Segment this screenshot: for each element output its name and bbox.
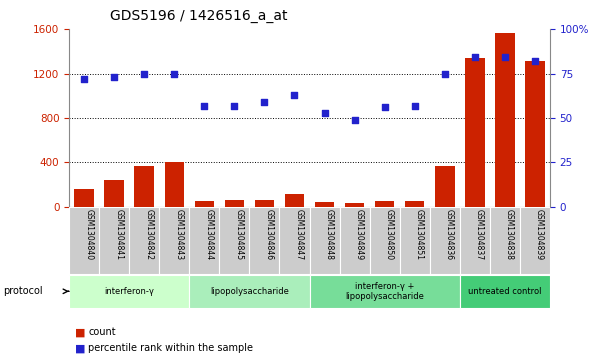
Bar [189, 207, 219, 274]
Text: GSM1304850: GSM1304850 [385, 209, 394, 260]
Text: interferon-γ +
lipopolysaccharide: interferon-γ + lipopolysaccharide [345, 282, 424, 301]
Bar [490, 207, 520, 274]
Bar [435, 166, 454, 207]
Text: GSM1304848: GSM1304848 [325, 209, 334, 260]
Bar [405, 201, 424, 207]
Point [290, 92, 299, 98]
Bar [495, 33, 514, 207]
Bar [99, 207, 129, 274]
Bar [400, 207, 430, 274]
Bar [75, 188, 94, 207]
Point [200, 103, 209, 109]
Text: GSM1304838: GSM1304838 [505, 209, 514, 260]
Bar [279, 207, 310, 274]
Point [230, 103, 239, 109]
Point [320, 110, 329, 115]
Text: GSM1304836: GSM1304836 [445, 209, 454, 260]
Point [440, 70, 450, 77]
Text: GSM1304839: GSM1304839 [535, 209, 544, 260]
Text: GSM1304847: GSM1304847 [294, 209, 304, 260]
Text: GSM1304846: GSM1304846 [264, 209, 273, 260]
Point [169, 70, 179, 77]
Bar [345, 203, 364, 207]
Bar [165, 163, 184, 207]
Bar [460, 275, 550, 308]
Bar [159, 207, 189, 274]
Point [530, 58, 540, 64]
Text: GSM1304841: GSM1304841 [114, 209, 123, 260]
Text: GDS5196 / 1426516_a_at: GDS5196 / 1426516_a_at [109, 9, 287, 23]
Bar [189, 275, 310, 308]
Point [500, 54, 510, 60]
Bar [69, 275, 189, 308]
Bar [375, 201, 394, 207]
Bar [285, 194, 304, 207]
Point [410, 103, 419, 109]
Bar [69, 207, 99, 274]
Bar [525, 61, 545, 207]
Bar [520, 207, 550, 274]
Bar [195, 201, 214, 207]
Point [139, 70, 149, 77]
Text: GSM1304840: GSM1304840 [84, 209, 93, 260]
Text: percentile rank within the sample: percentile rank within the sample [88, 343, 254, 354]
Text: count: count [88, 327, 116, 337]
Bar [255, 200, 274, 207]
Bar [105, 180, 124, 207]
Point [350, 117, 359, 123]
Bar [225, 200, 244, 207]
Bar [315, 203, 334, 207]
Bar [310, 207, 340, 274]
Bar [460, 207, 490, 274]
Bar [219, 207, 249, 274]
Text: untreated control: untreated control [468, 287, 542, 296]
Text: GSM1304844: GSM1304844 [204, 209, 213, 260]
Bar [340, 207, 370, 274]
Point [470, 54, 480, 60]
Bar [310, 275, 460, 308]
Bar [135, 166, 154, 207]
Text: GSM1304849: GSM1304849 [355, 209, 364, 260]
Point [260, 99, 269, 105]
Text: GSM1304845: GSM1304845 [234, 209, 243, 260]
Bar [370, 207, 400, 274]
Text: ■: ■ [75, 343, 85, 354]
Text: GSM1304837: GSM1304837 [475, 209, 484, 260]
Text: GSM1304851: GSM1304851 [415, 209, 424, 260]
Text: ■: ■ [75, 327, 85, 337]
Text: GSM1304843: GSM1304843 [174, 209, 183, 260]
Text: lipopolysaccharide: lipopolysaccharide [210, 287, 289, 296]
Bar [430, 207, 460, 274]
Text: GSM1304842: GSM1304842 [144, 209, 153, 260]
Text: protocol: protocol [3, 286, 43, 296]
Bar [129, 207, 159, 274]
Text: interferon-γ: interferon-γ [105, 287, 154, 296]
Point [109, 74, 119, 80]
Point [79, 76, 89, 82]
Bar [249, 207, 279, 274]
Bar [465, 58, 484, 207]
Point [380, 105, 389, 110]
